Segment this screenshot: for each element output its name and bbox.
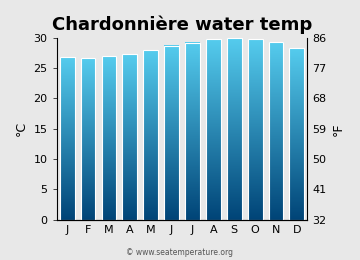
Text: © www.seatemperature.org: © www.seatemperature.org [126,248,234,257]
Bar [206,39,221,220]
Bar [185,43,200,220]
Bar [122,54,137,220]
Bar [269,42,283,220]
Y-axis label: °F: °F [332,122,345,135]
Bar [81,58,95,220]
Bar [60,57,75,220]
Y-axis label: °C: °C [15,121,28,136]
Bar [289,48,304,220]
Bar [102,56,116,220]
Bar [248,39,262,220]
Bar [143,50,158,220]
Bar [164,46,179,220]
Title: Chardonnière water temp: Chardonnière water temp [52,15,312,34]
Bar [227,38,242,220]
